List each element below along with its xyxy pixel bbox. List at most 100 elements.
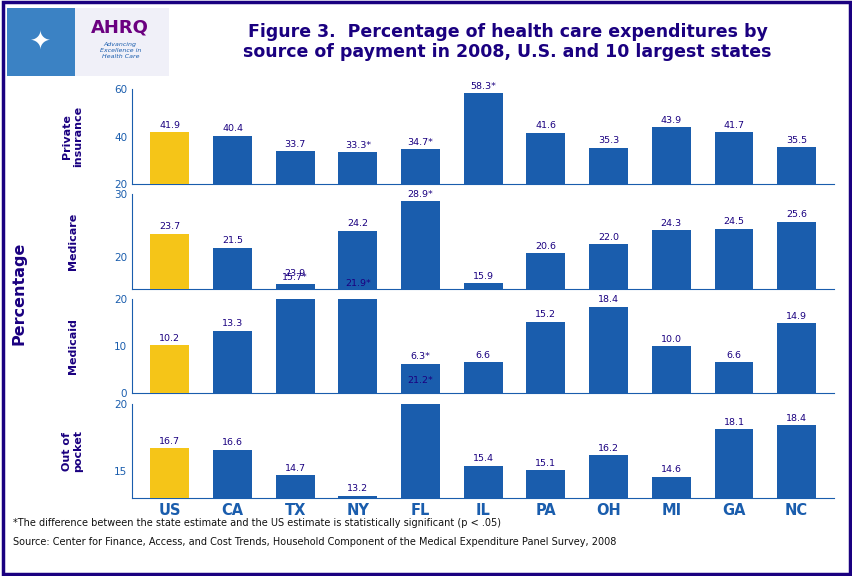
Text: 33.3*: 33.3* (344, 141, 371, 150)
Text: Source: Center for Finance, Access, and Cost Trends, Household Component of the : Source: Center for Finance, Access, and … (13, 537, 615, 547)
Bar (526, 132, 565, 231)
Bar (776, 222, 815, 383)
Bar (526, 253, 565, 383)
FancyBboxPatch shape (75, 8, 169, 76)
Bar (651, 127, 690, 231)
Bar (714, 362, 752, 393)
Text: 43.9: 43.9 (660, 116, 681, 125)
Bar (213, 331, 251, 393)
Text: 18.4: 18.4 (786, 414, 806, 423)
Bar (589, 306, 627, 393)
Bar (213, 135, 251, 231)
Text: 15.7*: 15.7* (282, 273, 308, 282)
Text: 10.2: 10.2 (159, 334, 180, 343)
Bar (463, 283, 502, 383)
Bar (275, 151, 314, 231)
Bar (400, 149, 440, 231)
Bar (338, 152, 377, 231)
Text: 10.0: 10.0 (660, 335, 681, 344)
Text: 20.6: 20.6 (535, 242, 556, 251)
Text: 13.2: 13.2 (347, 484, 368, 493)
Bar (714, 132, 752, 231)
Text: 21.9*: 21.9* (344, 279, 371, 287)
Text: 41.7: 41.7 (722, 121, 744, 130)
Text: 41.6: 41.6 (535, 122, 556, 130)
Text: 16.2: 16.2 (597, 444, 619, 453)
Bar (213, 450, 251, 576)
Bar (714, 430, 752, 576)
Bar (776, 323, 815, 393)
Bar (776, 425, 815, 576)
Bar (589, 455, 627, 576)
Text: 13.3: 13.3 (222, 319, 243, 328)
Bar (589, 147, 627, 231)
Text: 18.4: 18.4 (597, 295, 619, 304)
Text: AHRQ: AHRQ (91, 18, 149, 36)
Bar (150, 132, 189, 231)
Text: Private
insurance: Private insurance (61, 106, 83, 167)
Text: 6.6: 6.6 (726, 351, 740, 360)
Text: 16.7: 16.7 (159, 437, 180, 446)
Text: 14.6: 14.6 (660, 465, 681, 474)
Text: 33.7: 33.7 (285, 140, 306, 149)
Text: 15.1: 15.1 (535, 458, 556, 468)
Text: 15.2: 15.2 (535, 310, 556, 319)
Bar (150, 448, 189, 576)
Bar (338, 290, 377, 393)
Text: 15.4: 15.4 (472, 454, 493, 464)
Bar (776, 147, 815, 231)
Bar (338, 495, 377, 576)
Text: 35.3: 35.3 (597, 137, 619, 145)
Text: Percentage: Percentage (11, 242, 26, 346)
FancyBboxPatch shape (7, 8, 75, 76)
Bar (526, 321, 565, 393)
Bar (714, 229, 752, 383)
Text: 23.9: 23.9 (285, 269, 305, 278)
Text: 16.6: 16.6 (222, 438, 243, 448)
Text: 18.1: 18.1 (722, 418, 744, 427)
Bar (338, 230, 377, 383)
Text: Figure 3.  Percentage of health care expenditures by
source of payment in 2008, : Figure 3. Percentage of health care expe… (243, 22, 771, 62)
Text: 14.9: 14.9 (786, 312, 806, 321)
Text: 25.6: 25.6 (786, 210, 806, 219)
Text: 41.9: 41.9 (159, 120, 180, 130)
Bar (589, 244, 627, 383)
Text: 14.7: 14.7 (285, 464, 305, 473)
Text: *The difference between the state estimate and the US estimate is statistically : *The difference between the state estima… (13, 518, 500, 528)
Text: 22.0: 22.0 (597, 233, 619, 242)
Text: Out of
pocket: Out of pocket (61, 430, 83, 472)
Text: Advancing
Excellence in
Health Care: Advancing Excellence in Health Care (100, 42, 141, 59)
Bar (275, 475, 314, 576)
Text: 28.9*: 28.9* (407, 190, 433, 199)
Bar (651, 230, 690, 383)
Text: 35.5: 35.5 (786, 136, 806, 145)
Bar (463, 93, 502, 231)
Bar (651, 477, 690, 576)
Bar (400, 388, 440, 576)
Text: 21.5: 21.5 (222, 236, 243, 245)
Text: 24.5: 24.5 (722, 217, 744, 226)
Bar (651, 346, 690, 393)
Text: 34.7*: 34.7* (407, 138, 433, 147)
Bar (463, 362, 502, 393)
Text: 40.4: 40.4 (222, 124, 243, 133)
Text: Medicaid: Medicaid (67, 318, 78, 374)
Bar (275, 284, 314, 383)
Text: 6.6: 6.6 (475, 351, 490, 360)
Text: ✦: ✦ (31, 30, 51, 54)
Text: Medicare: Medicare (67, 213, 78, 270)
Text: 6.3*: 6.3* (410, 353, 430, 361)
Text: 23.7: 23.7 (159, 222, 180, 232)
Bar (150, 345, 189, 393)
Bar (400, 363, 440, 393)
Bar (150, 234, 189, 383)
Bar (526, 470, 565, 576)
Text: 24.2: 24.2 (347, 219, 368, 228)
Bar (400, 201, 440, 383)
Text: 21.2*: 21.2* (407, 376, 433, 385)
Text: 15.9: 15.9 (472, 271, 493, 281)
Bar (275, 281, 314, 393)
Text: 58.3*: 58.3* (469, 82, 496, 91)
Bar (463, 466, 502, 576)
Text: 24.3: 24.3 (660, 219, 681, 228)
